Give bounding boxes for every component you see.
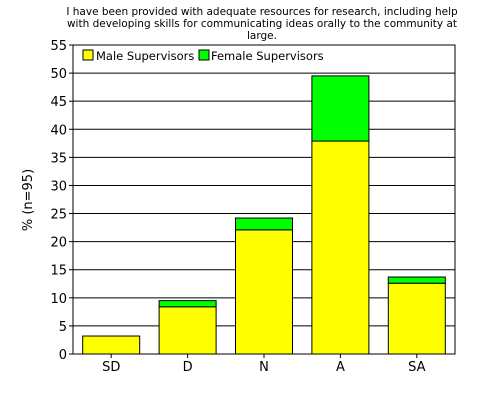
chart-title-line-2: with developing skills for communicating… — [67, 18, 457, 30]
legend-swatch-female — [198, 49, 210, 61]
legend-swatch-male — [82, 49, 94, 61]
x-category-label: N — [259, 360, 269, 375]
legend-label-female: Female Supervisors — [211, 49, 324, 63]
bar-a-male — [311, 140, 370, 355]
y-tick-label: 50 — [50, 67, 67, 82]
bar-d-female — [158, 300, 217, 308]
x-category-label: SD — [102, 360, 120, 375]
y-tick-label: 35 — [50, 151, 67, 166]
y-tick-label: 10 — [50, 292, 67, 307]
y-tick-label: 0 — [59, 348, 67, 363]
chart-title-line-1: I have been provided with adequate resou… — [66, 6, 458, 18]
y-tick-label: 40 — [50, 123, 67, 138]
y-tick-label: 5 — [59, 320, 67, 335]
y-tick-label: 25 — [50, 208, 67, 223]
bars — [82, 75, 446, 355]
plot-frame — [72, 44, 456, 355]
bar-d-male — [158, 306, 217, 355]
bar-sd-male — [82, 335, 141, 355]
x-category-label: D — [183, 360, 193, 375]
y-tick-label: 15 — [50, 264, 67, 279]
y-axis-ticks: 0 5 10 15 20 25 30 35 40 45 50 55 — [50, 39, 73, 363]
y-tick-label: 55 — [50, 39, 67, 54]
bar-sa-female — [387, 276, 446, 284]
bar-n-male — [235, 229, 293, 355]
chart-title-line-3: large. — [247, 30, 277, 42]
chart-title: I have been provided with adequate resou… — [66, 6, 458, 42]
y-tick-label: 20 — [50, 236, 67, 251]
bar-n-female — [235, 217, 293, 231]
y-tick-label: 30 — [50, 179, 67, 194]
bar-a-female — [311, 75, 370, 142]
x-category-label: SA — [408, 360, 425, 375]
y-axis-title: % (n=95) — [21, 169, 36, 231]
y-tick-label: 45 — [50, 95, 67, 110]
legend: Male Supervisors Female Supervisors — [82, 49, 324, 63]
x-axis-labels: SD D N A SA — [102, 354, 426, 375]
bar-sa-male — [387, 282, 446, 355]
x-category-label: A — [336, 360, 345, 375]
gridlines — [73, 72, 455, 327]
legend-label-male: Male Supervisors — [96, 49, 194, 63]
